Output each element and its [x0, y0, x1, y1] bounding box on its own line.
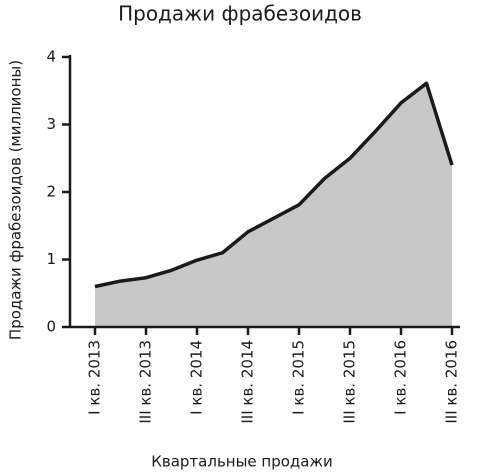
x-tick-label: I кв. 2016: [392, 340, 410, 415]
x-tick-label: I кв. 2014: [188, 340, 206, 415]
y-axis-label: Продажи фрабезоидов (миллионы): [7, 60, 25, 340]
area: [95, 83, 452, 327]
x-tick-label: III кв. 2016: [443, 340, 461, 424]
x-axis-label: Квартальные продажи: [151, 453, 333, 471]
y-tick-label: 2: [46, 183, 56, 201]
y-tick-label: 1: [46, 250, 56, 268]
x-tick-label: III кв. 2015: [341, 340, 359, 424]
y-tick-label: 0: [46, 318, 56, 336]
y-tick-label: 3: [46, 115, 56, 133]
y-tick-label: 4: [46, 48, 56, 66]
line: [94, 81, 454, 289]
x-tick-label: III кв. 2014: [239, 340, 257, 424]
chart-title: Продажи фрабезоидов: [118, 2, 362, 26]
x-tick-label: I кв. 2013: [86, 340, 104, 415]
x-tick-label: I кв. 2015: [290, 340, 308, 415]
x-tick-label: III кв. 2013: [137, 340, 155, 424]
